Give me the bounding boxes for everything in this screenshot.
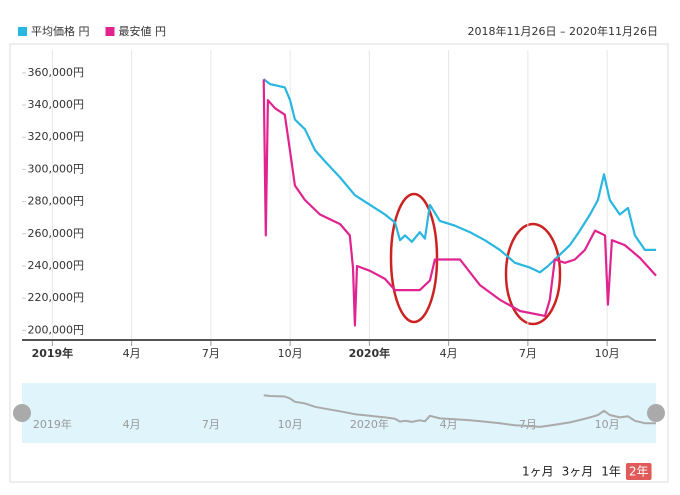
navigator-tick-label: 10月 [595,418,620,431]
x-tick-label: 4月 [123,347,141,360]
x-tick-label: 4月 [440,347,458,360]
navigator-tick-label: 10月 [278,418,303,431]
navigator-tick-label: 2019年 [33,417,72,431]
navigator-tick-label: 7月 [519,418,537,431]
x-tick-label: 10月 [595,347,620,360]
x-tick-label: 7月 [519,347,537,360]
series-line [262,79,657,327]
navigator-line [263,394,656,428]
y-tick-label: 340,000円 [28,98,85,111]
legend-label[interactable]: 平均価格 円 [31,24,90,38]
navigator-handle[interactable] [647,404,665,422]
navigator-tick-label: 4月 [440,418,458,431]
range-button[interactable]: 1年 [601,465,621,479]
range-button-bg[interactable] [625,463,652,480]
navigator-tick-label: 2020年 [350,417,389,431]
y-tick-label: 300,000円 [28,162,85,175]
legend-swatch [18,27,27,36]
y-tick-label: 200,000円 [28,323,85,336]
x-tick-label: 7月 [202,347,220,360]
annotation-circle [504,222,562,326]
navigator-bg [22,383,656,443]
range-button[interactable]: 3ヶ月 [562,465,594,479]
date-range: 2018年11月26日 – 2020年11月26日 [468,24,658,38]
navigator-tick-label: 7月 [202,418,220,431]
legend-swatch [105,27,115,36]
y-tick-label: 260,000円 [28,227,85,240]
y-tick-label: 240,000円 [28,259,85,272]
navigator-tick-label: 4月 [123,418,141,431]
chart-frame [9,43,669,483]
x-tick-label: 2020年 [349,346,391,360]
y-tick-label: 360,000円 [28,66,85,79]
range-button[interactable]: 1ヶ月 [522,465,554,479]
series-line [263,78,656,274]
navigator-handle[interactable] [13,404,31,422]
y-tick-label: 220,000円 [28,291,85,304]
y-tick-label: 320,000円 [28,130,85,143]
y-tick-label: 280,000円 [28,195,85,208]
legend-label[interactable]: 最安値 円 [119,24,167,38]
x-tick-label: 2019年 [32,346,74,360]
annotation-circle [389,192,439,324]
x-tick-label: 10月 [278,347,303,360]
range-button[interactable]: 2年 [629,465,649,479]
